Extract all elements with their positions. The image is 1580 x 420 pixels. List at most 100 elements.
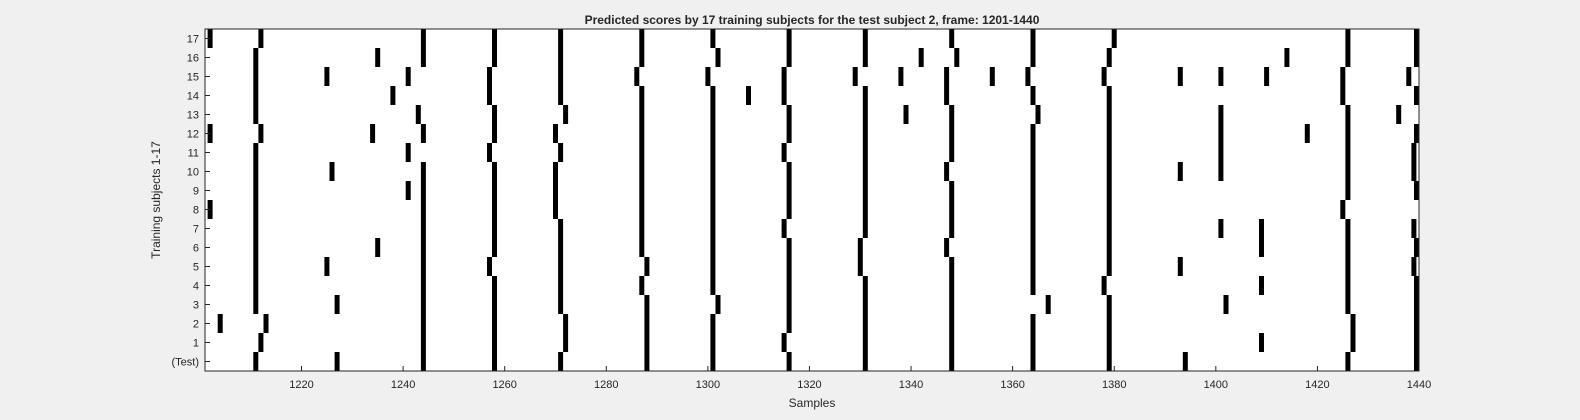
raster-mark <box>420 295 426 314</box>
raster-mark <box>563 314 569 333</box>
raster-mark <box>492 200 497 219</box>
raster-mark <box>705 67 711 86</box>
raster-mark <box>405 181 411 200</box>
raster-mark <box>420 181 426 200</box>
raster-mark <box>1414 29 1419 48</box>
raster-mark <box>1106 105 1112 124</box>
x-tick-label: 1340 <box>899 379 923 391</box>
raster-mark <box>1030 276 1036 295</box>
raster-mark <box>862 200 868 219</box>
x-axis-ticks: 1220 1240 1260 1280 1300 1320 1340 1360 1380 1400… <box>289 366 1431 391</box>
raster-mark <box>781 86 787 105</box>
raster-mark <box>370 124 376 143</box>
raster-mark <box>1035 105 1041 124</box>
raster-mark <box>949 333 955 352</box>
raster-mark <box>253 162 259 181</box>
raster-mark <box>1414 181 1419 200</box>
raster-mark <box>639 124 645 143</box>
raster-mark <box>786 181 792 200</box>
x-tick-label: 1220 <box>289 379 313 391</box>
raster-mark <box>1030 29 1036 48</box>
raster-mark <box>420 162 426 181</box>
raster-mark <box>329 162 335 181</box>
raster-mark <box>558 67 564 86</box>
raster-mark <box>1259 219 1264 238</box>
raster-mark <box>1411 143 1417 162</box>
raster-mark <box>420 200 426 219</box>
raster-mark <box>710 143 716 162</box>
raster-mark <box>1030 181 1036 200</box>
raster-mark <box>710 29 716 48</box>
raster-mark <box>644 295 650 314</box>
raster-mark <box>1411 219 1417 238</box>
raster-mark <box>1182 352 1188 371</box>
y-tick-label: 1 <box>193 338 199 350</box>
raster-mark <box>1411 257 1417 276</box>
raster-mark <box>1218 162 1224 181</box>
raster-mark <box>644 257 650 276</box>
raster-mark <box>207 124 213 143</box>
raster-mark <box>492 352 497 371</box>
x-tick-label: 1360 <box>1000 379 1024 391</box>
raster-mark <box>1345 124 1351 143</box>
raster-mark <box>1106 181 1112 200</box>
raster-mark <box>258 29 264 48</box>
raster-mark <box>1345 48 1351 67</box>
raster-mark <box>1414 86 1419 105</box>
y-tick-label: 15 <box>187 72 199 84</box>
raster-mark <box>1345 352 1351 371</box>
raster-mark <box>390 86 396 105</box>
raster-mark <box>639 48 645 67</box>
raster-mark <box>420 333 426 352</box>
y-tick-label: 6 <box>193 243 199 255</box>
raster-mark <box>1106 257 1112 276</box>
axes-box <box>204 28 1420 372</box>
raster-mark <box>862 333 868 352</box>
raster-mark <box>253 48 259 67</box>
raster-mark <box>862 124 868 143</box>
raster-mark <box>903 105 909 124</box>
raster-mark <box>1030 352 1036 371</box>
raster-mark <box>1345 143 1351 162</box>
raster-mark <box>1414 295 1419 314</box>
raster-mark <box>781 67 787 86</box>
y-tick-label: 3 <box>193 300 199 312</box>
raster-mark <box>1106 143 1112 162</box>
raster-mark <box>710 333 716 352</box>
raster-mark <box>492 29 497 48</box>
raster-mark <box>553 200 558 219</box>
raster-mark <box>862 276 868 295</box>
raster-mark <box>715 48 721 67</box>
raster-mark <box>253 352 259 371</box>
x-axis-label: Samples <box>789 396 836 410</box>
raster-mark <box>1345 181 1351 200</box>
x-tick-label: 1280 <box>594 379 618 391</box>
raster-mark <box>1340 86 1346 105</box>
raster-mark <box>1414 276 1419 295</box>
raster-mark <box>487 257 492 276</box>
y-tick-label: 13 <box>187 110 199 122</box>
raster-mark <box>1177 162 1183 181</box>
raster-mark <box>415 105 421 124</box>
raster-mark <box>420 352 426 371</box>
raster-mark <box>253 295 259 314</box>
raster-mark <box>639 105 645 124</box>
raster-mark <box>207 200 213 219</box>
raster-mark <box>420 238 426 257</box>
raster-mark <box>1259 238 1264 257</box>
raster-mark <box>405 143 411 162</box>
chart-title: Predicted scores by 17 training subjects… <box>585 13 1040 27</box>
raster-mark <box>862 143 868 162</box>
raster-mark <box>639 86 645 105</box>
raster-mark <box>375 48 381 67</box>
raster-mark <box>786 276 792 295</box>
y-tick-label: 7 <box>193 224 199 236</box>
raster-mark <box>405 67 411 86</box>
raster-mark <box>786 124 792 143</box>
x-tick-label: 1400 <box>1204 379 1228 391</box>
raster-mark <box>1106 86 1112 105</box>
raster-mark <box>558 48 564 67</box>
raster-mark <box>644 352 650 371</box>
raster-mark <box>715 295 721 314</box>
